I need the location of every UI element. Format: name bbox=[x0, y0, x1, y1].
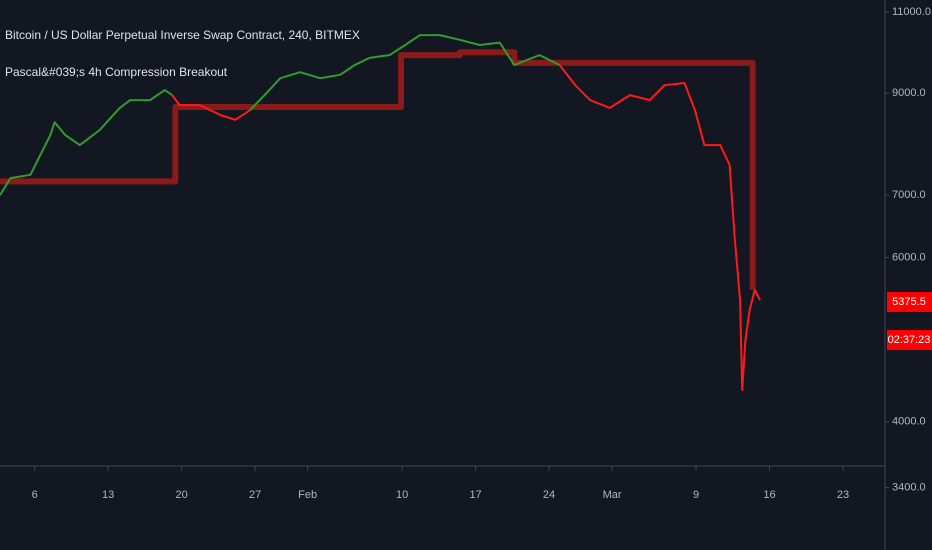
price-line bbox=[0, 34, 561, 196]
x-tick-label: 20 bbox=[175, 489, 187, 501]
y-tick-label: 6000.0 bbox=[892, 251, 926, 263]
plot-area bbox=[0, 34, 761, 392]
y-tick-label: 9000.0 bbox=[892, 87, 926, 99]
x-tick-label: 23 bbox=[837, 489, 849, 501]
x-tick-label: 6 bbox=[32, 489, 38, 501]
y-tick-label: 3400.0 bbox=[892, 482, 926, 494]
countdown-label: 02:37:23 bbox=[888, 334, 931, 346]
last-price-box bbox=[887, 292, 932, 313]
level-line bbox=[0, 49, 756, 290]
x-tick-label: 10 bbox=[396, 489, 408, 501]
x-tick-label: 17 bbox=[469, 489, 481, 501]
x-tick-label: Feb bbox=[298, 489, 317, 501]
y-tick-label: 11000.0 bbox=[892, 6, 931, 18]
x-tick-label: 9 bbox=[693, 489, 699, 501]
x-tick-label: 24 bbox=[543, 489, 555, 501]
x-tick-label: 16 bbox=[763, 489, 775, 501]
chart-title: Bitcoin / US Dollar Perpetual Inverse Sw… bbox=[5, 28, 360, 42]
last-price-label: 5375.5 bbox=[892, 296, 926, 308]
price-line bbox=[171, 64, 761, 392]
x-tick-label: Mar bbox=[603, 489, 622, 501]
y-tick-label: 7000.0 bbox=[892, 189, 926, 201]
x-tick-label: 27 bbox=[249, 489, 261, 501]
indicator-name: Pascal&#039;s 4h Compression Breakout bbox=[5, 65, 228, 79]
y-tick-label: 4000.0 bbox=[892, 416, 926, 428]
x-tick-label: 13 bbox=[102, 489, 114, 501]
countdown-box bbox=[887, 330, 932, 351]
